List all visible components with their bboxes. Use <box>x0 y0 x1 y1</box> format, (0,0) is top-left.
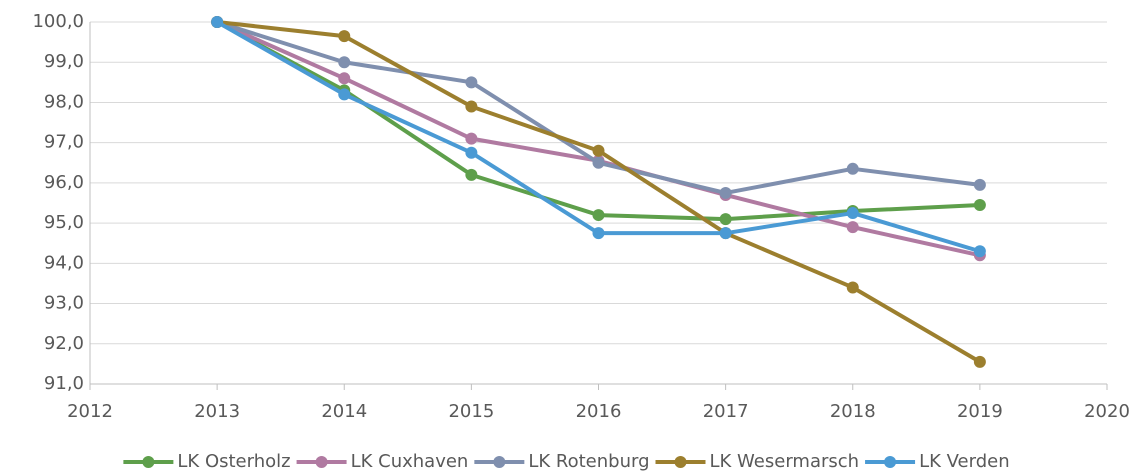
legend-label: LK Wesermarsch <box>710 451 860 472</box>
point <box>846 281 859 294</box>
x-tick-label: 2019 <box>957 401 1003 422</box>
point <box>465 76 478 89</box>
y-tick-label: 95,0 <box>44 212 84 233</box>
point <box>973 245 986 258</box>
point <box>338 88 351 101</box>
legend-label: LK Verden <box>919 451 1010 472</box>
y-tick-label: 97,0 <box>44 132 84 153</box>
point <box>211 16 224 28</box>
series-line <box>216 20 980 222</box>
x-tick-label: 2015 <box>448 401 494 422</box>
point <box>338 56 351 69</box>
point <box>846 207 859 220</box>
legend-marker <box>674 456 687 468</box>
y-tick-label: 92,0 <box>44 333 84 354</box>
point <box>719 213 732 226</box>
y-tick-label: 94,0 <box>44 252 84 273</box>
point <box>592 227 605 240</box>
x-tick-label: 2020 <box>1084 401 1130 422</box>
y-tick-label: 100,0 <box>32 11 84 32</box>
point <box>973 199 986 212</box>
legend-marker <box>315 456 328 468</box>
y-tick-label: 99,0 <box>44 51 84 72</box>
point <box>846 162 859 175</box>
legend-item: LK Cuxhaven <box>296 451 469 472</box>
y-tick-label: 91,0 <box>44 373 84 394</box>
point <box>719 186 732 199</box>
legend-item: LK Wesermarsch <box>655 451 860 472</box>
point <box>465 168 478 181</box>
y-tick-label: 93,0 <box>44 293 84 314</box>
x-tick-label: 2012 <box>67 401 113 422</box>
x-tick-label: 2016 <box>576 401 622 422</box>
point <box>592 144 605 157</box>
point <box>338 30 351 43</box>
x-tick-label: 2018 <box>830 401 876 422</box>
legend-marker <box>142 456 155 468</box>
legend-marker <box>884 456 897 468</box>
legend-marker <box>493 456 506 468</box>
legend-label: LK Osterholz <box>177 451 290 472</box>
x-tick-label: 2017 <box>703 401 749 422</box>
point <box>846 221 859 234</box>
point <box>973 355 986 368</box>
legend-item: LK Verden <box>865 451 1010 472</box>
point <box>592 156 605 169</box>
x-tick-label: 2014 <box>321 401 367 422</box>
point <box>465 100 478 113</box>
point <box>973 178 986 191</box>
x-tick-label: 2013 <box>194 401 240 422</box>
y-tick-label: 96,0 <box>44 172 84 193</box>
point <box>592 209 605 222</box>
y-tick-label: 98,0 <box>44 91 84 112</box>
point <box>465 132 478 145</box>
legend-label: LK Cuxhaven <box>351 451 469 472</box>
point <box>465 146 478 159</box>
legend-label: LK Rotenburg <box>528 451 649 472</box>
point <box>338 72 351 85</box>
point <box>719 227 732 240</box>
legend-item: LK Rotenburg <box>474 451 650 472</box>
legend-item: LK Osterholz <box>123 451 291 472</box>
